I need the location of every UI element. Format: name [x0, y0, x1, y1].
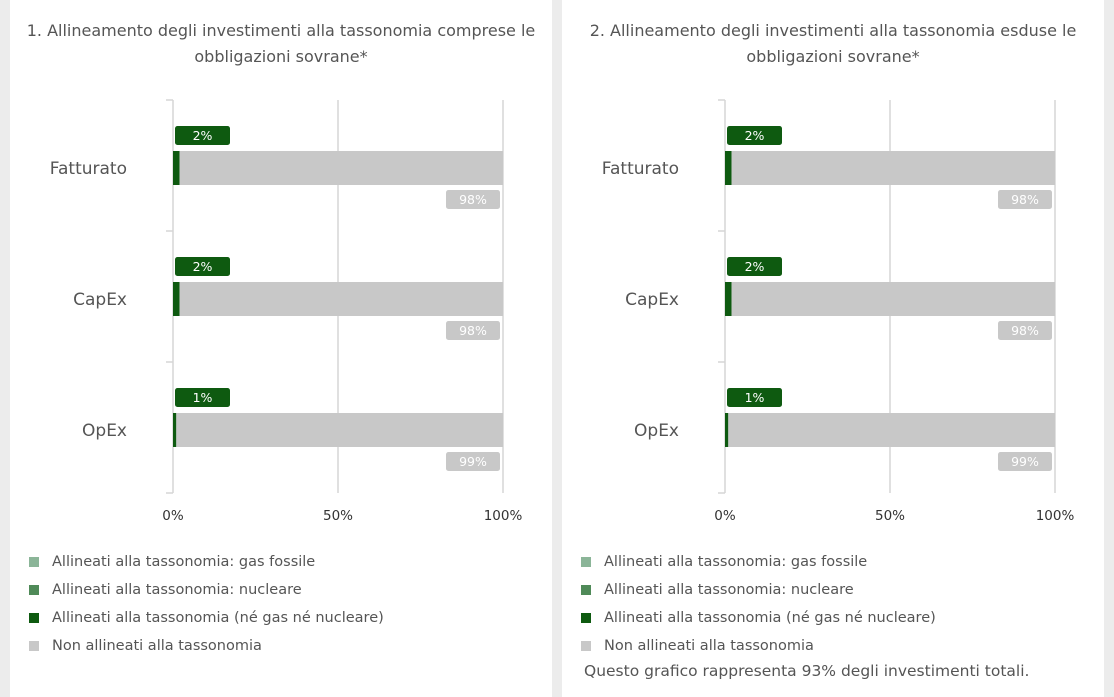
- legend-item-aligned: Allineati alla tassonomia (né gas né nuc…: [578, 604, 936, 632]
- legend: Allineati alla tassonomia: gas fossile A…: [578, 548, 936, 660]
- data-label-aligned: 2%: [193, 128, 213, 143]
- bar-aligned: [173, 151, 180, 185]
- data-label-not-aligned: 99%: [1011, 454, 1039, 469]
- legend-label: Allineati alla tassonomia: gas fossile: [52, 554, 316, 570]
- data-label-box-not-aligned: [998, 452, 1052, 471]
- legend-item-fossil-gas: Allineati alla tassonomia: gas fossile: [578, 548, 936, 576]
- x-tick-label: 0%: [714, 508, 736, 524]
- data-label-aligned: 2%: [745, 128, 765, 143]
- x-tick-label: 50%: [875, 508, 905, 524]
- chart-panel-1: 1. Allineamento degli investimenti alla …: [10, 0, 552, 697]
- data-label-box-aligned: [727, 388, 782, 407]
- data-label-aligned: 2%: [193, 259, 213, 274]
- data-label-box-not-aligned: [998, 190, 1052, 209]
- legend-swatch: [29, 613, 39, 623]
- legend: Allineati alla tassonomia: gas fossile A…: [26, 548, 384, 660]
- legend-label: Allineati alla tassonomia (né gas né nuc…: [604, 610, 936, 626]
- legend-item-nuclear: Allineati alla tassonomia: nucleare: [578, 576, 936, 604]
- data-label-box-not-aligned: [446, 452, 500, 471]
- category-label: Fatturato: [50, 159, 127, 179]
- category-label: CapEx: [625, 290, 679, 310]
- data-label-box-aligned: [175, 257, 230, 276]
- x-tick-label: 100%: [484, 508, 523, 524]
- data-label-aligned: 1%: [193, 390, 213, 405]
- legend-swatch: [29, 557, 39, 567]
- x-tick-label: 100%: [1036, 508, 1075, 524]
- data-label-box-aligned: [175, 126, 230, 145]
- legend-item-not-aligned: Non allineati alla tassonomia: [578, 632, 936, 660]
- legend-item-aligned: Allineati alla tassonomia (né gas né nuc…: [26, 604, 384, 632]
- bar-aligned: [725, 151, 732, 185]
- legend-label: Allineati alla tassonomia: nucleare: [604, 582, 854, 598]
- category-label: OpEx: [634, 421, 679, 441]
- data-label-aligned: 1%: [745, 390, 765, 405]
- bar-not-aligned: [728, 413, 1055, 447]
- category-label: CapEx: [73, 290, 127, 310]
- data-label-not-aligned: 98%: [1011, 192, 1039, 207]
- data-label-not-aligned: 99%: [459, 454, 487, 469]
- legend-swatch: [581, 613, 591, 623]
- bar-not-aligned: [731, 282, 1055, 316]
- bar-aligned: [725, 413, 729, 447]
- bar-not-aligned: [731, 151, 1055, 185]
- category-label: OpEx: [82, 421, 127, 441]
- data-label-box-not-aligned: [998, 321, 1052, 340]
- legend-swatch: [581, 585, 591, 595]
- data-label-box-aligned: [175, 388, 230, 407]
- bar-aligned: [173, 282, 180, 316]
- legend-item-fossil-gas: Allineati alla tassonomia: gas fossile: [26, 548, 384, 576]
- bar-not-aligned: [179, 282, 503, 316]
- legend-swatch: [581, 557, 591, 567]
- data-label-box-not-aligned: [446, 190, 500, 209]
- x-tick-label: 50%: [323, 508, 353, 524]
- legend-swatch: [29, 641, 39, 651]
- bar-not-aligned: [179, 151, 503, 185]
- legend-label: Non allineati alla tassonomia: [604, 638, 814, 654]
- data-label-not-aligned: 98%: [459, 192, 487, 207]
- legend-item-not-aligned: Non allineati alla tassonomia: [26, 632, 384, 660]
- category-label: Fatturato: [602, 159, 679, 179]
- chart-note: Questo grafico rappresenta 93% degli inv…: [584, 662, 1030, 680]
- legend-label: Allineati alla tassonomia: gas fossile: [604, 554, 868, 570]
- bar-aligned: [173, 413, 177, 447]
- chart-svg: 0% 50% 100% Fatturato 2% 98% CapEx 2% 98% OpEx 1% 9…: [602, 99, 1075, 524]
- legend-item-nuclear: Allineati alla tassonomia: nucleare: [26, 576, 384, 604]
- data-label-not-aligned: 98%: [459, 323, 487, 338]
- legend-swatch: [29, 585, 39, 595]
- data-label-box-aligned: [727, 126, 782, 145]
- data-label-not-aligned: 98%: [1011, 323, 1039, 338]
- chart-svg: 0% 50% 100% Fatturato 2% 98% CapEx 2% 98% OpEx 1% 9…: [50, 99, 523, 524]
- legend-swatch: [581, 641, 591, 651]
- chart-title: 1. Allineamento degli investimenti alla …: [26, 21, 536, 66]
- chart-panel-2: 2. Allineamento degli investimenti alla …: [562, 0, 1104, 697]
- legend-label: Allineati alla tassonomia: nucleare: [52, 582, 302, 598]
- x-tick-label: 0%: [162, 508, 184, 524]
- data-label-aligned: 2%: [745, 259, 765, 274]
- legend-label: Allineati alla tassonomia (né gas né nuc…: [52, 610, 384, 626]
- data-label-box-aligned: [727, 257, 782, 276]
- legend-label: Non allineati alla tassonomia: [52, 638, 262, 654]
- bar-not-aligned: [176, 413, 504, 447]
- data-label-box-not-aligned: [446, 321, 500, 340]
- chart-title: 2. Allineamento degli investimenti alla …: [589, 21, 1077, 66]
- bar-aligned: [725, 282, 732, 316]
